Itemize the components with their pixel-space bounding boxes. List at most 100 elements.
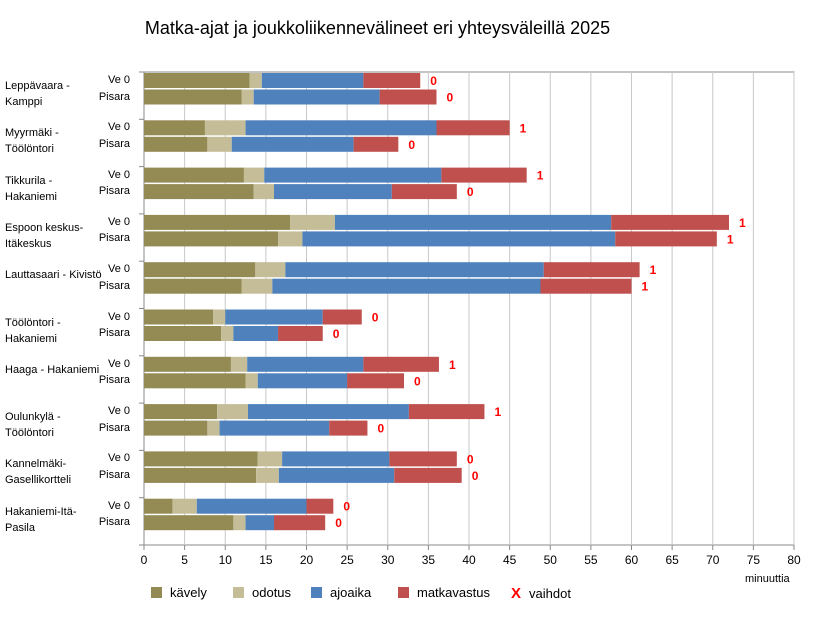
bar-segment-ajoaika <box>274 184 392 200</box>
bar-segment-ajoaika <box>231 136 354 152</box>
row-label: Ve 0 <box>107 452 130 465</box>
bar-segment-ajoaika <box>264 167 442 183</box>
bar-segment-kavely <box>144 231 279 247</box>
row-label: Pisara <box>98 279 130 292</box>
transfers-label: 0 <box>447 91 454 105</box>
x-tick-label: 25 <box>340 553 354 567</box>
bar-segment-matkavastus <box>363 356 439 372</box>
bar-segment-ajoaika <box>261 73 364 88</box>
legend-label-ajoaika: ajoaika <box>330 585 372 600</box>
legend-item-ajoaika: ajoaika <box>311 585 371 600</box>
bar-segment-odotus <box>221 326 234 341</box>
bar-segment-odotus <box>278 231 303 247</box>
x-tick-label: 20 <box>299 553 314 567</box>
bar-segment-odotus <box>245 373 258 389</box>
legend-label-odotus: odotus <box>252 585 292 600</box>
group-label: Espoon keskus-Itäkeskus <box>5 221 84 250</box>
bar-segment-matkavastus <box>347 373 404 389</box>
bar-segment-odotus <box>256 467 279 483</box>
legend-swatch-odotus <box>233 587 244 598</box>
transfers-label: 1 <box>537 169 544 183</box>
bar-segment-matkavastus <box>274 515 326 531</box>
row-label: Pisara <box>98 137 130 150</box>
bar-segment-matkavastus <box>379 89 437 105</box>
x-tick-label: 45 <box>502 553 517 567</box>
transfers-label: 1 <box>520 121 527 135</box>
transfers-label: 1 <box>642 280 649 294</box>
group-label: Kannelmäki-Gasellikortteli <box>5 458 72 487</box>
legend-label-kavely: kävely <box>170 585 207 600</box>
bar-segment-matkavastus <box>363 73 421 88</box>
row-label: Ve 0 <box>107 168 130 181</box>
row-label: Ve 0 <box>107 74 130 86</box>
transfers-label: 0 <box>414 374 421 388</box>
bar-segment-ajoaika <box>248 404 409 420</box>
bar-segment-matkavastus <box>615 231 717 247</box>
bar-segment-odotus <box>290 214 335 230</box>
bar-segment-kavely <box>144 420 208 436</box>
x-tick-label: 10 <box>218 553 232 567</box>
bar-segment-kavely <box>144 451 258 467</box>
bar-segment-matkavastus <box>306 498 334 514</box>
bar-segment-ajoaika <box>278 467 395 483</box>
bar-segment-ajoaika <box>245 515 274 531</box>
x-tick-label: 80 <box>787 553 801 567</box>
bar-segment-odotus <box>204 120 246 136</box>
bar-segment-kavely <box>144 167 244 183</box>
bar-segment-ajoaika <box>282 451 390 467</box>
row-label: Ve 0 <box>107 215 130 228</box>
row-label: Ve 0 <box>107 121 130 134</box>
bar-segment-matkavastus <box>322 309 362 325</box>
row-label: Ve 0 <box>107 499 130 512</box>
transfers-label: 1 <box>650 263 657 277</box>
bar-segment-kavely <box>144 214 291 230</box>
bar-segment-odotus <box>255 262 286 278</box>
bar-segment-matkavastus <box>278 326 323 341</box>
bar-segment-odotus <box>241 278 273 294</box>
transfers-label: 0 <box>430 74 437 88</box>
transfers-label: 0 <box>377 422 384 436</box>
bar-segment-ajoaika <box>257 373 348 389</box>
bar-segment-kavely <box>144 262 256 278</box>
bar-segment-kavely <box>144 373 246 389</box>
bar-segment-matkavastus <box>389 451 457 467</box>
legend-item-kavely: kävely <box>151 585 207 600</box>
bar-segment-odotus <box>230 356 248 372</box>
bar-segment-odotus <box>207 420 220 436</box>
group-label: Hakaniemi-Itä-Pasila <box>5 505 77 534</box>
bar-segment-kavely <box>144 278 242 294</box>
bar-segment-matkavastus <box>394 467 462 483</box>
group-label: Leppävaara - Kamppi <box>5 80 70 108</box>
row-label: Pisara <box>98 232 130 245</box>
group-label: Oulunkylä - Töölöntori <box>5 411 61 440</box>
legend-swatch-matkavastus <box>398 587 409 598</box>
bar-segment-kavely <box>144 89 242 105</box>
bar-segment-matkavastus <box>436 120 510 136</box>
x-tick-label: 75 <box>746 553 761 567</box>
bar-segment-ajoaika <box>302 231 616 247</box>
bar-segment-odotus <box>217 404 248 420</box>
bar-segment-kavely <box>144 309 214 325</box>
bar-segment-matkavastus <box>353 136 399 152</box>
legend-marker-vaihdot: X <box>511 585 522 602</box>
row-label: Ve 0 <box>107 405 130 418</box>
x-tick-label: 0 <box>140 553 148 567</box>
bar-segment-ajoaika <box>225 309 323 325</box>
bar-segment-odotus <box>172 498 197 514</box>
bar-segment-ajoaika <box>334 214 612 230</box>
row-label: Ve 0 <box>107 357 130 370</box>
row-label: Pisara <box>98 374 130 387</box>
transfers-label: 1 <box>449 358 456 372</box>
legend-swatch-ajoaika <box>311 587 322 598</box>
bar-segment-kavely <box>144 120 205 136</box>
group-label: Haaga - Hakaniemi <box>5 363 100 376</box>
bar-segment-odotus <box>241 89 254 105</box>
bar-segment-matkavastus <box>408 404 485 420</box>
legend-label-vaihdot: vaihdot <box>529 586 571 601</box>
x-tick-label: 70 <box>706 553 720 567</box>
bar-segment-kavely <box>144 515 234 531</box>
bar-segment-ajoaika <box>253 89 380 105</box>
x-tick-label: 40 <box>462 553 476 567</box>
row-label: Pisara <box>98 185 130 198</box>
